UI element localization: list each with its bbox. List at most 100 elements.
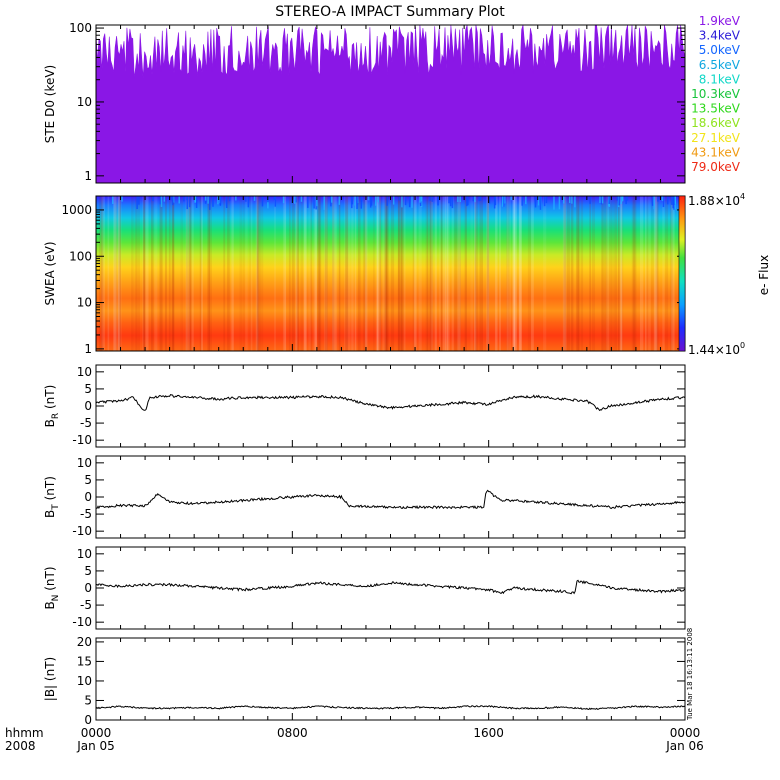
swea-top-noise [360,196,363,209]
swea-top-noise [307,196,309,208]
bt-panel: 10 5 0 -5 -10 BT (nT) [43,455,686,539]
swea-top-noise [429,196,431,201]
plot-title: STEREO-A IMPACT Summary Plot [275,4,505,20]
swea-top-noise [186,196,188,210]
legend-item-6.5keV: 6.5keV [699,58,741,72]
swea-stripe [300,196,304,351]
swea-stripe [397,196,400,351]
swea-stripe [413,196,416,351]
swea-stripe [189,196,192,351]
swea-ylabel: SWEA (eV) [43,241,57,305]
swea-stripe [338,196,341,351]
swea-top-noise [493,196,496,209]
legend-item-79.0keV: 79.0keV [691,160,741,174]
bn-ytick-label: 10 [77,547,92,561]
swea-stripe [154,196,158,351]
swea-stripe [400,196,405,351]
swea-top-noise [217,196,219,205]
swea-top-noise [419,196,421,203]
swea-stripe [131,196,134,351]
swea-stripe [397,196,401,351]
swea-stripe [427,196,429,351]
swea-stripe [429,196,432,351]
swea-stripe [256,196,259,351]
swea-stripe [645,196,647,351]
br-ytick-label: 10 [77,365,92,379]
swea-stripe [136,196,140,351]
swea-stripe [288,196,291,351]
swea-stripe [318,196,322,351]
swea-top-noise [494,196,497,206]
swea-top-noise [194,196,197,203]
swea-stripe [376,196,379,351]
swea-stripe [99,196,102,351]
swea-top-noise [545,196,548,204]
time-tick-hhmm: 0000 [81,726,112,740]
swea-stripe [357,196,361,351]
legend-item-27.1keV: 27.1keV [691,131,741,145]
swea-stripe [314,196,318,351]
swea-top-noise [313,196,315,209]
swea-stripe [159,196,163,351]
swea-top-noise [195,196,198,208]
swea-stripe [494,196,497,351]
swea-top-noise [589,196,591,204]
swea-stripe [345,196,349,351]
swea-stripe [296,196,299,351]
swea-top-noise [574,196,576,208]
swea-stripe [231,196,234,351]
swea-top-noise [620,196,622,204]
swea-stripe [230,196,234,351]
bmag-ytick-label: 5 [84,693,92,707]
swea-stripe [150,196,154,351]
swea-stripe [114,196,118,351]
swea-stripe [604,196,608,351]
swea-top-noise [420,196,423,208]
swea-top-noise [448,196,450,204]
bn-ylabel: BN (nT) [43,566,61,609]
swea-stripe [454,196,458,351]
swea-stripe [445,196,449,351]
swea-top-noise [159,196,162,205]
swea-top-noise [600,196,603,205]
swea-top-noise [208,196,211,210]
swea-top-noise [377,196,379,203]
swea-top-noise [608,196,610,204]
bt-ytick-label: 5 [84,473,92,487]
swea-stripe [651,196,655,351]
swea-top-noise [369,196,372,208]
ste-ytick-label: 10 [77,95,92,109]
bmag-ytick-label: 10 [77,674,92,688]
swea-stripe [243,196,245,351]
bn-series-line [96,579,685,595]
swea-stripe [201,196,203,351]
swea-top-noise [474,196,476,203]
legend-item-3.4keV: 3.4keV [699,29,741,43]
swea-top-noise [621,196,624,202]
swea-top-noise [245,196,247,202]
ste-ylabel: STE D0 (keV) [43,65,57,144]
swea-top-noise [457,196,459,202]
swea-top-noise [228,196,231,202]
swea-stripe [365,196,368,351]
swea-stripe [474,196,477,351]
swea-stripe [256,196,261,351]
swea-stripe [364,196,367,351]
swea-top-noise [273,196,276,201]
swea-stripe [284,196,286,351]
time-axis-row2-label: 2008 [5,739,36,753]
swea-stripe [434,196,437,351]
swea-stripe [600,196,605,351]
swea-stripe [118,196,120,351]
bt-ylabel: BT (nT) [43,476,61,518]
br-ylabel: BR (nT) [43,385,61,428]
swea-stripe [447,196,450,351]
swea-top-noise [282,196,285,204]
swea-top-noise [503,196,506,204]
swea-stripe [245,196,248,351]
swea-stripe [310,196,312,351]
swea-top-noise [488,196,491,204]
swea-top-noise [662,196,665,208]
